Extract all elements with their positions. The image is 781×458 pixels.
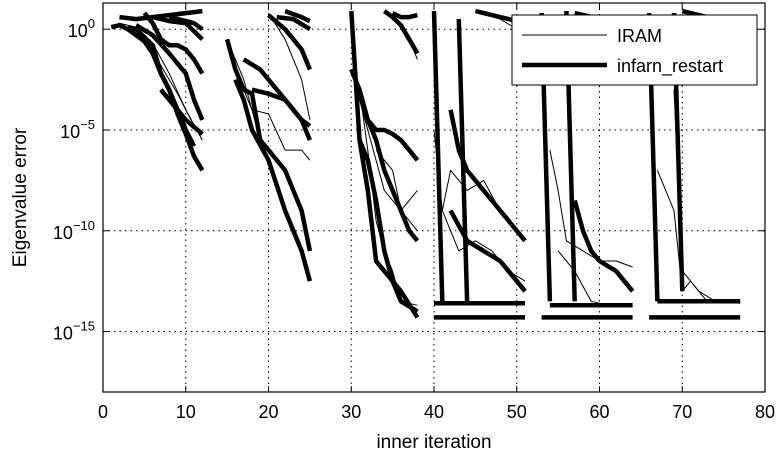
series-line-segment: [267, 13, 312, 71]
series-line-segment: [168, 14, 204, 32]
legend-box: [511, 14, 758, 86]
y-tick-label: 100: [68, 16, 95, 41]
y-tick-label: 10−5: [60, 117, 95, 142]
series-line-segment: [268, 12, 311, 121]
x-tick-label: 20: [258, 402, 278, 422]
series-line-segment: [142, 11, 205, 75]
y-axis-label: Eigenvalue error: [10, 127, 31, 267]
series-line-segment: [357, 139, 419, 314]
legend: IRAM infarn_restart: [511, 14, 758, 86]
y-tick-labels: 100 10−5 10−10 10−15: [53, 16, 95, 343]
x-tick-label: 0: [98, 402, 108, 422]
x-tick-labels: 0 10 20 30 40 50 60 70 80: [98, 402, 775, 422]
series-line-segment: [366, 118, 420, 162]
series-line-segment: [375, 149, 418, 232]
series-line-segment: [234, 69, 311, 161]
legend-label-infarn-restart: infarn_restart: [617, 56, 723, 77]
x-tick-label: 70: [672, 402, 692, 422]
series-line-segment: [127, 25, 197, 148]
series-line-segment: [382, 9, 420, 55]
series-line-segment: [456, 19, 470, 302]
y-tick-label: 10−10: [53, 218, 95, 243]
series-line-segment: [134, 23, 205, 121]
series-line-segment: [349, 68, 420, 243]
series-line-segment: [159, 88, 204, 136]
series-line-segment: [224, 38, 313, 252]
series-infarn-restart: [110, 8, 741, 320]
x-tick-label: 80: [755, 402, 775, 422]
legend-label-iram: IRAM: [617, 26, 662, 46]
series-line-segment: [233, 78, 313, 282]
series-line-segment: [572, 199, 635, 293]
series-line-segment: [549, 150, 633, 268]
series-line-segment: [276, 14, 312, 32]
series-line-segment: [251, 87, 312, 141]
series-line-segment: [391, 11, 418, 20]
x-tick-label: 40: [424, 402, 444, 422]
series-line-segment: [119, 8, 203, 22]
x-tick-label: 60: [589, 402, 609, 422]
x-tick-label: 10: [176, 402, 196, 422]
x-tick-label: 30: [341, 402, 361, 422]
series-line-segment: [284, 8, 311, 24]
y-tick-label: 10−15: [53, 319, 95, 344]
ticks: [102, 3, 766, 392]
x-axis-label: inner iteration: [376, 432, 491, 453]
series-line-segment: [431, 11, 445, 302]
series-line-segment: [152, 14, 204, 41]
series-line-segment: [448, 109, 527, 243]
x-tick-label: 50: [507, 402, 527, 422]
